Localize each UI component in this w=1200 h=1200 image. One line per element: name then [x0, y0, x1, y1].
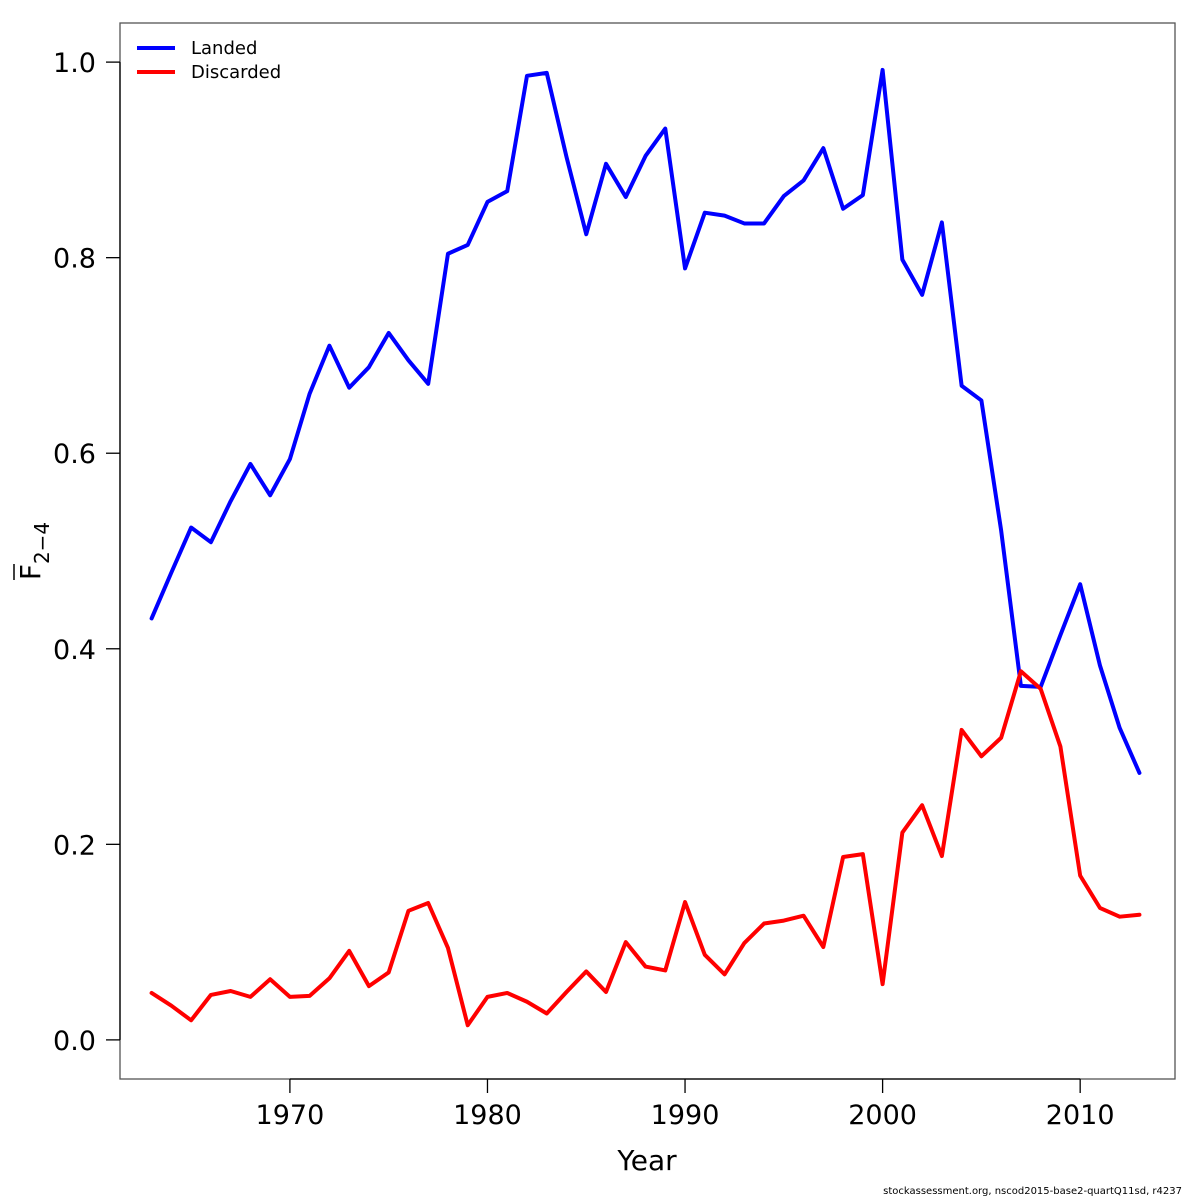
svg-text:F2−4: F2−4 [14, 522, 54, 580]
y-axis-title-main: F [14, 564, 47, 580]
y-tick-label: 0.0 [53, 1026, 96, 1057]
y-axis-title-subscript: 2−4 [30, 522, 54, 564]
x-tick-label: 1980 [453, 1100, 522, 1131]
series-line-landed [149, 67, 1142, 775]
x-tick-label: 1990 [651, 1100, 720, 1131]
x-axis: 1970 1980 1990 2000 2010 [256, 1078, 1115, 1131]
series-line-discarded [149, 669, 1142, 1028]
y-tick-label: 0.2 [53, 830, 96, 861]
y-tick-label: 0.8 [53, 244, 96, 275]
x-tick-label: 1970 [256, 1100, 325, 1131]
x-axis-title: Year [616, 1144, 677, 1177]
y-tick-label: 0.6 [53, 439, 96, 470]
y-axis: 0.0 0.2 0.4 0.6 0.8 1.0 [53, 48, 121, 1057]
y-tick-label: 1.0 [53, 48, 96, 79]
legend-item-discarded: Discarded [137, 62, 281, 83]
source-footnote: stockassessment.org, nscod2015-base2-qua… [883, 1186, 1182, 1197]
y-tick-label: 0.4 [53, 635, 96, 666]
y-axis-title: F2−4 [13, 522, 54, 580]
x-tick-label: 2010 [1046, 1100, 1115, 1131]
plot-frame [119, 22, 1176, 1080]
legend-label: Landed [191, 38, 257, 59]
legend-item-landed: Landed [137, 38, 257, 59]
legend-label: Discarded [191, 62, 281, 83]
x-tick-label: 2000 [848, 1100, 917, 1131]
series-layer [149, 67, 1142, 1028]
legend: Landed Discarded [137, 38, 281, 83]
